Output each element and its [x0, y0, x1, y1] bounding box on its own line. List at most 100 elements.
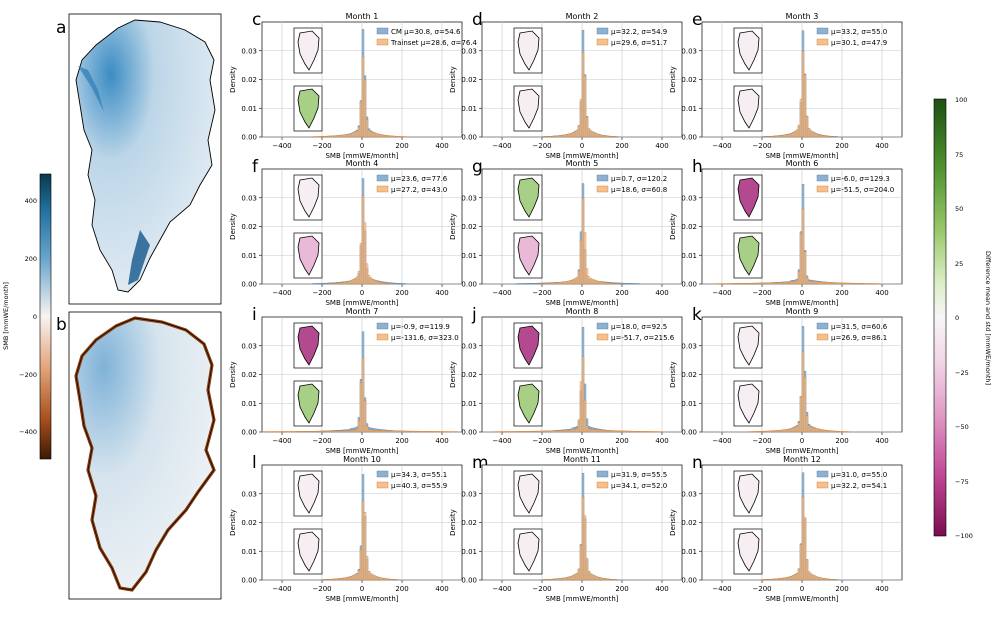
hist-bar-trainset — [311, 431, 315, 433]
hist-bar-trainset — [385, 430, 389, 433]
hist-bar-trainset — [409, 430, 413, 433]
hist-bar-trainset — [345, 430, 349, 433]
hist-bar-trainset — [351, 279, 355, 285]
hist-bar-trainset — [393, 430, 397, 433]
y-tick-label: 0.03 — [461, 47, 477, 55]
x-tick-label: 200 — [615, 585, 628, 593]
hist-bar-trainset — [747, 282, 751, 285]
hist-bar-trainset — [635, 431, 639, 433]
hist-bar-trainset — [599, 134, 603, 138]
panel-letter-g: g — [472, 157, 483, 177]
hist-bar-trainset — [573, 278, 577, 285]
x-tick-label: −200 — [752, 142, 771, 150]
legend-swatch — [816, 38, 829, 46]
legend-entry-trainset: μ=32.2, σ=54.1 — [831, 482, 887, 490]
hist-bar-trainset — [577, 419, 581, 433]
hist-bar-trainset — [541, 430, 545, 433]
hist-bar-trainset — [735, 283, 739, 285]
y-tick-label: 0.01 — [461, 400, 477, 408]
hist-bar-trainset — [815, 576, 819, 581]
hist-bar-trainset — [829, 579, 833, 581]
hist-bar-trainset — [353, 429, 357, 433]
panel-letter-a: a — [56, 18, 66, 38]
hist-bar-trainset — [607, 430, 611, 433]
x-tick-label: 200 — [615, 142, 628, 150]
y-tick-label: 0.00 — [681, 429, 697, 437]
hist-bar-trainset — [739, 283, 743, 285]
x-tick-label: 200 — [615, 289, 628, 297]
histogram-panel-f: f Month 4 −400 −200 0 200 400 0.00 0.01 0.02 0.03 S… — [229, 157, 463, 307]
hist-bar-trainset — [331, 578, 335, 581]
hist-bar-trainset — [519, 431, 523, 433]
x-tick-label: 400 — [435, 585, 448, 593]
hist-bar-trainset — [863, 283, 867, 285]
hist-bar-trainset — [845, 282, 849, 285]
panel-title-f: Month 4 — [346, 159, 379, 168]
histogram-grid: c Month 1 −400 −200 0 200 400 0.00 0.01 0.02 0.03 S… — [229, 10, 903, 603]
hist-bar-trainset — [293, 431, 297, 433]
hist-bar-trainset — [299, 431, 303, 433]
hist-bar-trainset — [783, 429, 787, 433]
hist-bar-trainset — [527, 430, 531, 433]
hist-bar-trainset — [871, 283, 875, 285]
hist-bar-trainset — [431, 431, 435, 433]
legend-swatch — [596, 174, 609, 182]
x-tick-label: 400 — [875, 585, 888, 593]
hist-bar-trainset — [371, 429, 375, 433]
hist-bar-trainset — [361, 357, 365, 433]
hist-bar-trainset — [787, 282, 791, 285]
inset-difference-map — [517, 531, 540, 572]
southeast-accumulation — [128, 230, 150, 285]
hist-bar-trainset — [843, 431, 847, 433]
hist-bar-trainset — [785, 282, 789, 285]
hist-bar-trainset — [447, 431, 451, 433]
hist-bar-trainset — [383, 282, 387, 285]
hist-bar-trainset — [785, 134, 789, 138]
panel-letter-j: j — [471, 305, 477, 325]
y-tick-label: 0.03 — [241, 194, 257, 202]
hist-bar-trainset — [631, 430, 635, 433]
hist-bar-trainset — [349, 133, 353, 138]
x-axis-label: SMB [mmWE/month] — [325, 595, 398, 603]
legend-swatch — [376, 185, 389, 193]
x-tick-label: −400 — [272, 142, 291, 150]
hist-bar-trainset — [373, 132, 377, 138]
hist-bar-trainset — [593, 132, 597, 138]
hist-bar-trainset — [855, 283, 859, 285]
hist-bar-trainset — [545, 430, 549, 433]
hist-bar-trainset — [797, 124, 801, 138]
hist-bar-trainset — [795, 280, 799, 285]
hist-bar-trainset — [327, 579, 331, 581]
hist-bar-cm — [623, 282, 627, 285]
x-tick-label: −400 — [712, 437, 731, 445]
hist-bar-trainset — [565, 134, 569, 138]
hist-bar-trainset — [581, 496, 585, 581]
panel-letter-c: c — [252, 10, 261, 30]
x-tick-label: −400 — [492, 437, 511, 445]
x-tick-label: 400 — [655, 289, 668, 297]
hist-bar-trainset — [793, 574, 797, 581]
hist-bar-trainset — [807, 280, 811, 285]
hist-bar-trainset — [831, 430, 835, 433]
hist-bar-trainset — [373, 280, 377, 285]
panel-letter-d: d — [472, 10, 483, 30]
hist-bar-trainset — [725, 283, 729, 285]
hist-bar-trainset — [295, 431, 299, 433]
y-axis-label: Density — [449, 509, 457, 536]
hist-bar-trainset — [287, 431, 291, 433]
hist-bar-trainset — [789, 281, 793, 285]
hist-bar-trainset — [803, 74, 807, 138]
hist-bar-trainset — [415, 430, 419, 433]
hist-bar-trainset — [317, 430, 321, 433]
hist-bar-trainset — [551, 430, 555, 433]
x-tick-label: −200 — [752, 289, 771, 297]
hist-bar-trainset — [751, 282, 755, 285]
hist-bar-trainset — [557, 578, 561, 581]
hist-bar-trainset — [397, 136, 401, 138]
diff-cb-tick-m25: −25 — [955, 369, 969, 377]
hist-bar-trainset — [351, 132, 355, 138]
hist-bar-trainset — [765, 430, 769, 433]
y-axis-label: Density — [229, 213, 237, 240]
inset-difference-map — [297, 383, 320, 424]
